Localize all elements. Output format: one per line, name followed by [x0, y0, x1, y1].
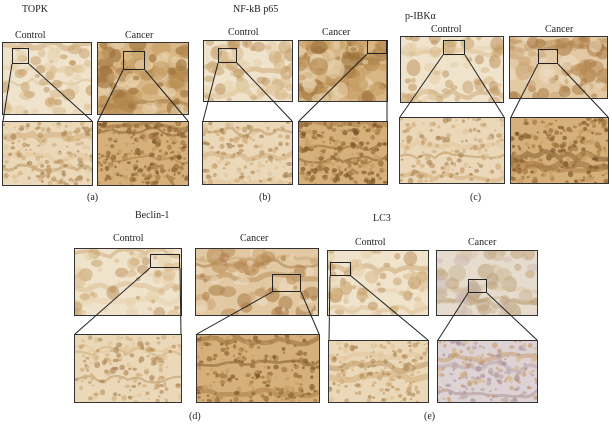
panel-d-control-label: Control — [113, 233, 144, 244]
panel-e-cancer-zoom-image — [437, 340, 538, 403]
panel-c-title: p-IBKα — [405, 11, 436, 22]
panel-e-control-roi-box — [330, 262, 351, 276]
panel-b-cancer-zoom-image — [298, 121, 388, 185]
panel-c-cancer-image — [509, 36, 608, 99]
panel-a-control-zoom-image — [2, 121, 93, 186]
panel-a-control-roi-box — [12, 48, 29, 64]
panel-a-cancer-roi-box — [123, 51, 145, 70]
panel-d-cancer-roi-box — [272, 274, 301, 292]
panel-b-caption: (b) — [259, 192, 271, 203]
panel-b-title: NF-kB p65 — [233, 4, 279, 15]
panel-d-cancer-label: Cancer — [240, 233, 269, 244]
panel-d-title: Beclin-1 — [135, 210, 170, 221]
panel-e-title: LC3 — [373, 213, 391, 224]
panel-a-cancer-label: Cancer — [125, 30, 154, 41]
panel-b-control-roi-box — [218, 48, 237, 63]
panel-e-control-label: Control — [355, 237, 386, 248]
panel-c-caption: (c) — [470, 192, 482, 203]
panel-e-caption: (e) — [424, 411, 436, 422]
panel-b-cancer-label: Cancer — [322, 27, 351, 38]
panel-b-control-image — [203, 40, 293, 102]
panel-d-cancer-zoom-image — [196, 334, 320, 403]
panel-b-control-zoom-image — [202, 121, 293, 185]
panel-e-cancer-image — [436, 250, 538, 316]
panel-d-caption: (d) — [189, 411, 201, 422]
panel-a-control-label: Control — [15, 30, 46, 41]
panel-c-cancer-roi-box — [538, 49, 558, 64]
panel-a-caption: (a) — [87, 192, 99, 203]
panel-b-control-label: Control — [228, 27, 259, 38]
panel-d-control-zoom-image — [74, 334, 182, 403]
panel-d-control-roi-box — [150, 254, 180, 268]
panel-c-cancer-zoom-image — [510, 117, 609, 184]
panel-b-cancer-roi-box — [367, 40, 387, 54]
panel-c-control-roi-box — [443, 40, 465, 55]
panel-e-control-zoom-image — [328, 340, 429, 403]
panel-a-cancer-zoom-image — [97, 121, 189, 186]
panel-a-title: TOPK — [22, 4, 48, 15]
panel-e-cancer-roi-box — [468, 279, 487, 293]
panel-c-cancer-label: Cancer — [545, 24, 574, 35]
panel-e-cancer-label: Cancer — [468, 237, 497, 248]
panel-c-control-zoom-image — [399, 117, 505, 184]
panel-e-control-image — [327, 250, 429, 316]
panel-c-control-label: Control — [431, 24, 462, 35]
